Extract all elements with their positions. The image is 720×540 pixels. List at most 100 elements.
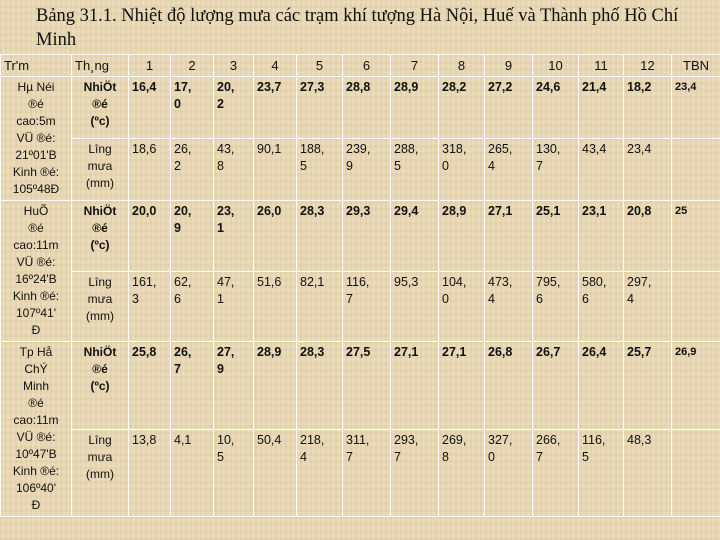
- temperature-value-month-7: 28,9: [390, 76, 439, 139]
- temperature-value-month-6: 29,3: [342, 200, 391, 272]
- header-month-7: 7: [390, 54, 439, 77]
- page-title: Bảng 31.1. Nhiệt độ lượng mưa các trạm k…: [36, 6, 679, 50]
- rainfall-value-month-3: 10, 5: [213, 428, 254, 517]
- temperature-value-month-9: 27,1: [484, 200, 533, 272]
- temperature-value-month-5: 28,3: [296, 200, 343, 272]
- rainfall-value-month-7: 288, 5: [390, 138, 439, 201]
- rainfall-value-month-9: 473, 4: [484, 270, 533, 342]
- temperature-value-month-3: 27, 9: [213, 341, 254, 430]
- temperature-value-month-8: 28,2: [438, 76, 485, 139]
- rainfall-value-month-12: 297, 4: [623, 270, 672, 342]
- header-month-4: 4: [253, 54, 297, 77]
- rainfall-value-month-3: 43, 8: [213, 138, 254, 201]
- header-month-9: 9: [484, 54, 533, 77]
- rainfall-value-month-6: 239, 9: [342, 138, 391, 201]
- temperature-value-month-12: 25,7: [623, 341, 672, 430]
- rainfall-value-month-2: 62, 6: [170, 270, 214, 342]
- temperature-value-month-8: 28,9: [438, 200, 485, 272]
- temperature-value-month-3: 20, 2: [213, 76, 254, 139]
- rainfall-value-month-8: 269, 8: [438, 428, 485, 517]
- header-month-3: 3: [213, 54, 254, 77]
- table-row: L­îng m­ưa (mm) 161, 3 62, 6 47, 1 51,6 82,1 1…: [1, 270, 720, 342]
- rainfall-value-month-6: 311, 7: [342, 428, 391, 517]
- temperature-value-month-9: 26,8: [484, 341, 533, 430]
- header-month-1: 1: [128, 54, 171, 77]
- rainfall-value-month-10: 266, 7: [532, 428, 579, 517]
- header-month-2: 2: [170, 54, 214, 77]
- temperature-value-month-2: 20, 9: [170, 200, 214, 272]
- climate-table: Tr'm Th¸ng 1 2 3 4 5 6 7 8 9 10 11 12 TBN Hµ Néi ®é ca…: [0, 54, 720, 517]
- rainfall-value-month-5: 218, 4: [296, 428, 343, 517]
- temperature-value-month-7: 27,1: [390, 341, 439, 430]
- table-row: L­îng m­ưa (mm) 13,8 4,1 10, 5 50,4 218, 4 311…: [1, 428, 720, 517]
- temperature-tbn-value: 23,4: [671, 76, 720, 139]
- temperature-value-month-4: 26,0: [253, 200, 297, 272]
- rainfall-value-month-1: 18,6: [128, 138, 171, 201]
- rainfall-tbn-value: [671, 428, 720, 517]
- rainfall-value-month-9: 265, 4: [484, 138, 533, 201]
- header-month-12: 12: [623, 54, 672, 77]
- rainfall-value-month-11: 43,4: [578, 138, 624, 201]
- rainfall-value-month-9: 327, 0: [484, 428, 533, 517]
- rainfall-value-month-10: 795, 6: [532, 270, 579, 342]
- station-name: HuÕ ®é cao:11m VÜ ®é: 16º24'B Kinh ®é: 1…: [0, 200, 72, 342]
- temperature-value-month-12: 20,8: [623, 200, 672, 272]
- rainfall-label: L­îng m­ưa (mm): [71, 270, 129, 342]
- rainfall-tbn-value: [671, 270, 720, 342]
- rainfall-value-month-1: 13,8: [128, 428, 171, 517]
- temperature-label: NhiÖt ®é (ºc): [71, 76, 129, 139]
- temperature-value-month-5: 28,3: [296, 341, 343, 430]
- header-month-10: 10: [532, 54, 579, 77]
- temperature-label: NhiÖt ®é (ºc): [71, 200, 129, 272]
- rainfall-value-month-5: 188, 5: [296, 138, 343, 201]
- rainfall-value-month-6: 116, 7: [342, 270, 391, 342]
- rainfall-value-month-2: 4,1: [170, 428, 214, 517]
- rainfall-value-month-1: 161, 3: [128, 270, 171, 342]
- table-row: HuÕ ®é cao:11m VÜ ®é: 16º24'B Kinh ®é: 1…: [0, 200, 720, 342]
- rainfall-label: L­îng m­ưa (mm): [71, 428, 129, 517]
- temperature-value-month-10: 26,7: [532, 341, 579, 430]
- rainfall-value-month-4: 51,6: [253, 270, 297, 342]
- rainfall-value-month-11: 116, 5: [578, 428, 624, 517]
- temperature-tbn-value: 26,9: [671, 341, 720, 430]
- header-month-5: 5: [296, 54, 343, 77]
- rainfall-value-month-12: 23,4: [623, 138, 672, 201]
- rainfall-label: L­îng m­ưa (mm): [71, 138, 129, 201]
- table-header-row: Tr'm Th¸ng 1 2 3 4 5 6 7 8 9 10 11 12 TBN: [0, 54, 720, 77]
- temperature-value-month-11: 26,4: [578, 341, 624, 430]
- temperature-value-month-4: 28,9: [253, 341, 297, 430]
- rainfall-value-month-8: 318, 0: [438, 138, 485, 201]
- rainfall-value-month-4: 50,4: [253, 428, 297, 517]
- rainfall-value-month-2: 26, 2: [170, 138, 214, 201]
- temperature-value-month-11: 23,1: [578, 200, 624, 272]
- header-month-8: 8: [438, 54, 485, 77]
- header-station: Tr'm: [0, 54, 72, 77]
- station-name: Tp Hå ChÝ Minh ®é cao:11m VÜ ®é: 10º47'B…: [0, 341, 72, 517]
- rainfall-value-month-10: 130, 7: [532, 138, 579, 201]
- rainfall-value-month-8: 104, 0: [438, 270, 485, 342]
- temperature-value-month-12: 18,2: [623, 76, 672, 139]
- table-row: Tp Hå ChÝ Minh ®é cao:11m VÜ ®é: 10º47'B…: [0, 341, 720, 517]
- temperature-value-month-10: 24,6: [532, 76, 579, 139]
- header-tbn: TBN: [671, 54, 720, 77]
- temperature-value-month-9: 27,2: [484, 76, 533, 139]
- temperature-value-month-2: 26, 7: [170, 341, 214, 430]
- rainfall-value-month-3: 47, 1: [213, 270, 254, 342]
- rainfall-value-month-7: 293, 7: [390, 428, 439, 517]
- temperature-value-month-4: 23,7: [253, 76, 297, 139]
- temperature-value-month-3: 23, 1: [213, 200, 254, 272]
- temperature-value-month-5: 27,3: [296, 76, 343, 139]
- temperature-value-month-2: 17, 0: [170, 76, 214, 139]
- temperature-label: NhiÖt ®é (ºc): [71, 341, 129, 430]
- temperature-value-month-6: 27,5: [342, 341, 391, 430]
- table-row: Hµ Néi ®é cao:5m VÜ ®é: 21º01'B Kinh ®é:…: [0, 76, 720, 201]
- temperature-value-month-7: 29,4: [390, 200, 439, 272]
- rainfall-value-month-7: 95,3: [390, 270, 439, 342]
- rainfall-value-month-12: 48,3: [623, 428, 672, 517]
- station-name: Hµ Néi ®é cao:5m VÜ ®é: 21º01'B Kinh ®é:…: [0, 76, 72, 201]
- rainfall-tbn-value: [671, 138, 720, 201]
- temperature-value-month-10: 25,1: [532, 200, 579, 272]
- temperature-value-month-8: 27,1: [438, 341, 485, 430]
- header-month-6: 6: [342, 54, 391, 77]
